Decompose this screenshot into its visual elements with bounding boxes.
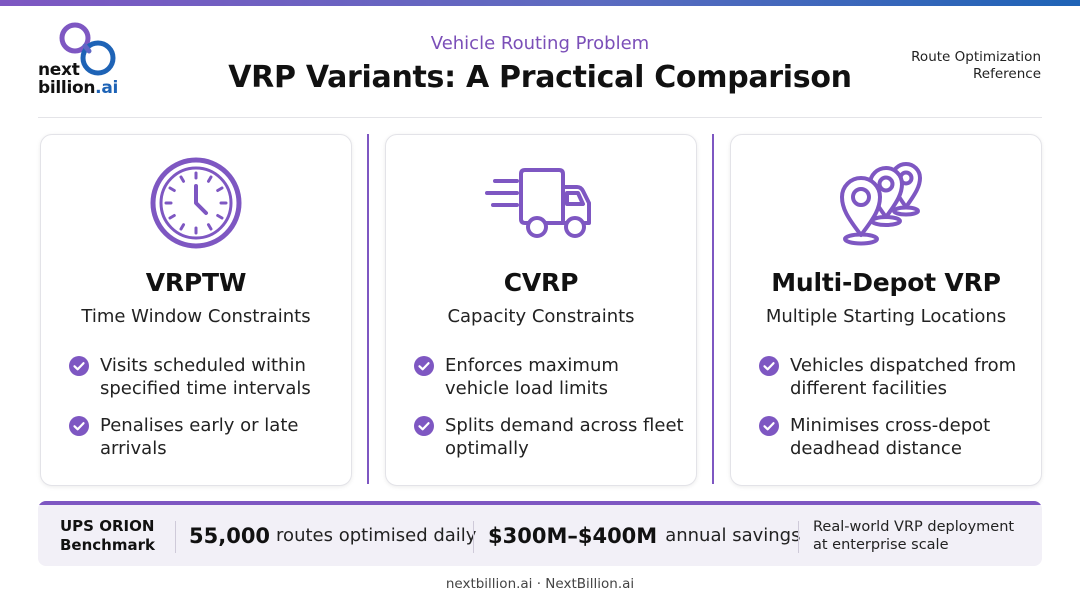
benchmark-bar: UPS ORION Benchmark 55,000 routes optimi…: [38, 501, 1042, 566]
clock-icon: [41, 153, 351, 253]
brand-suffix: .ai: [95, 78, 119, 98]
savings-text: annual savings: [665, 525, 801, 546]
savings-stat: $300M–$400M annual savings: [488, 505, 800, 566]
footer-text: nextbillion.ai · NextBillion.ai: [445, 576, 635, 592]
benchmark-note: Real-world VRP deployment at enterprise …: [813, 505, 1014, 566]
bullet-text: Penalises early or late arrivals: [100, 415, 299, 459]
card-cvrp: CVRP Capacity Constraints Enforces maxim…: [385, 134, 697, 486]
bullet-item: Vehicles dispatched from different facil…: [759, 354, 1029, 400]
benchmark-separator: [175, 521, 176, 553]
benchmark-separator: [798, 521, 799, 553]
page-title: VRP Variants: A Practical Comparison: [228, 60, 852, 95]
reference-label: Route Optimization Reference: [911, 49, 1041, 83]
benchmark-note-line2: at enterprise scale: [813, 536, 949, 553]
benchmark-label: UPS ORION Benchmark: [60, 505, 155, 566]
check-circle-icon: [69, 416, 89, 436]
card-multi-depot-vrp: Multi-Depot VRP Multiple Starting Locati…: [730, 134, 1042, 486]
bullet-item: Visits scheduled within specified time i…: [69, 354, 339, 400]
brand-mark-icon: [59, 22, 116, 76]
check-circle-icon: [414, 356, 434, 376]
card-subtitle: Multiple Starting Locations: [765, 306, 1007, 327]
benchmark-label-line1: UPS ORION: [60, 516, 155, 535]
page-eyebrow: Vehicle Routing Problem: [430, 33, 650, 54]
top-accent-bar: [0, 0, 1080, 6]
savings-value: $300M–$400M: [488, 523, 658, 548]
benchmark-accent-line: [38, 501, 1042, 505]
bullet-text: Enforces maximum vehicle load limits: [445, 355, 619, 399]
brand-logo[interactable]: next billion.ai: [38, 22, 128, 102]
bullet-text: Minimises cross-depot deadhead distance: [790, 415, 991, 459]
location-pins-icon: [731, 153, 1041, 253]
reference-line2: Reference: [973, 66, 1041, 82]
column-divider: [367, 134, 369, 484]
bullet-text: Visits scheduled within specified time i…: [100, 355, 311, 399]
bullet-text: Vehicles dispatched from different facil…: [790, 355, 1017, 399]
card-title: CVRP: [503, 268, 579, 297]
routes-stat: 55,000 routes optimised daily: [189, 505, 476, 566]
card-vrptw: VRPTW Time Window Constraints Visits sch…: [40, 134, 352, 486]
bullet-item: Splits demand across fleet optimally: [414, 414, 684, 460]
check-circle-icon: [759, 416, 779, 436]
bullet-text: Splits demand across fleet optimally: [445, 415, 684, 459]
routes-text: routes optimised daily: [276, 525, 477, 546]
delivery-truck-icon: [386, 153, 696, 253]
check-circle-icon: [69, 356, 89, 376]
column-divider: [712, 134, 714, 484]
check-circle-icon: [759, 356, 779, 376]
benchmark-separator: [473, 521, 474, 553]
brand-name: billion: [38, 78, 96, 98]
bullet-item: Enforces maximum vehicle load limits: [414, 354, 684, 400]
card-subtitle: Time Window Constraints: [81, 306, 311, 327]
benchmark-label-line2: Benchmark: [60, 535, 155, 554]
routes-value: 55,000: [189, 523, 271, 548]
reference-line1: Route Optimization: [911, 49, 1041, 65]
check-circle-icon: [414, 416, 434, 436]
header-divider: [38, 117, 1042, 118]
card-subtitle: Capacity Constraints: [447, 306, 635, 327]
bullet-item: Penalises early or late arrivals: [69, 414, 339, 460]
brand-text-line2: billion.ai: [38, 79, 118, 97]
bullet-item: Minimises cross-depot deadhead distance: [759, 414, 1029, 460]
benchmark-note-line1: Real-world VRP deployment: [813, 518, 1015, 535]
brand-text-line1: next: [38, 60, 80, 80]
card-title: VRPTW: [145, 268, 247, 297]
card-title: Multi-Depot VRP: [771, 268, 1001, 297]
